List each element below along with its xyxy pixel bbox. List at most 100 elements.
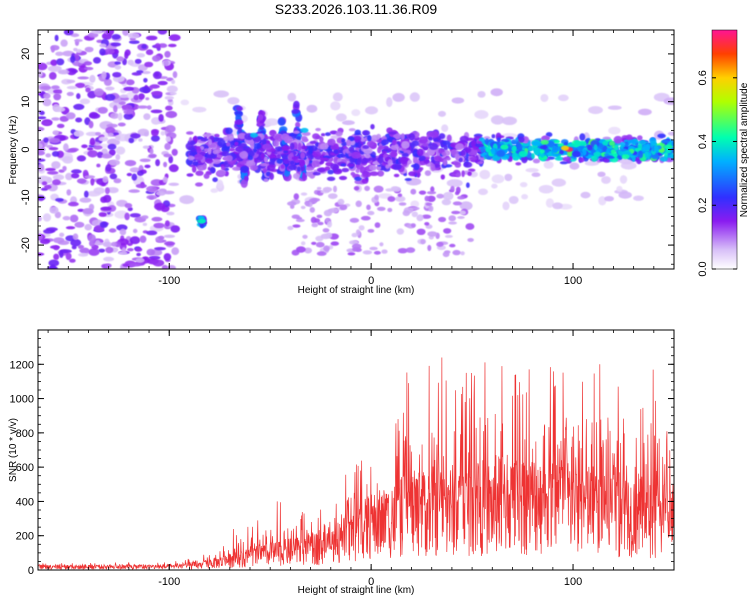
heatmap-blob: [168, 34, 181, 41]
heatmap-blob: [105, 246, 114, 254]
heatmap-blob: [587, 144, 593, 151]
heatmap-blob: [155, 43, 161, 49]
heatmap-blob: [51, 117, 60, 121]
heatmap-blob: [52, 130, 59, 135]
heatmap-blob: [38, 62, 48, 71]
heatmap-blob: [214, 133, 220, 138]
heatmap-blob: [170, 225, 180, 233]
heatmap-blob: [292, 224, 301, 228]
heatmap-blob: [248, 150, 255, 157]
heatmap-blob: [63, 30, 74, 36]
heatmap-blob: [369, 171, 379, 176]
heatmap-blob: [378, 155, 384, 164]
heatmap-blob: [601, 176, 611, 184]
heatmap-blob: [69, 258, 76, 263]
heatmap-blob: [171, 148, 178, 156]
heatmap-blob: [60, 39, 68, 47]
heatmap-blob: [287, 225, 294, 231]
heatmap-blob: [283, 158, 290, 165]
heatmap-blob: [39, 110, 45, 116]
y-tick-label: -20: [20, 237, 32, 253]
heatmap-blob: [455, 186, 461, 194]
heatmap-blob: [161, 264, 168, 269]
heatmap-blob: [130, 133, 141, 139]
heatmap-blob: [312, 151, 322, 157]
heatmap-blob: [457, 216, 465, 219]
heatmap-blob: [109, 173, 118, 180]
heatmap-blob: [332, 92, 343, 102]
heatmap-blob: [239, 150, 249, 159]
heatmap-blob: [333, 149, 339, 155]
heatmap-blob: [335, 113, 347, 122]
heatmap-blob: [619, 175, 628, 184]
heatmap-blob: [362, 130, 371, 136]
heatmap-blob: [365, 106, 378, 115]
heatmap-blob: [165, 136, 171, 143]
heatmap-blob: [124, 203, 133, 209]
heatmap-blob: [408, 171, 417, 177]
heatmap-blob: [566, 143, 576, 148]
heatmap-blob: [436, 193, 445, 199]
heatmap-blob: [124, 160, 137, 167]
heatmap-blob: [374, 222, 381, 228]
heatmap-blob: [377, 170, 385, 177]
heatmap-blob: [85, 131, 99, 137]
heatmap-blob: [588, 106, 603, 115]
heatmap-blob: [101, 153, 113, 159]
heatmap-blob: [209, 162, 214, 169]
heatmap-blob: [511, 139, 517, 145]
heatmap-blob: [240, 179, 248, 188]
heatmap-blob: [430, 163, 436, 171]
heatmap-blob: [289, 142, 295, 151]
heatmap-blob: [168, 182, 180, 186]
heatmap-blob: [133, 94, 139, 101]
heatmap-blob: [671, 139, 674, 147]
heatmap-blob: [349, 217, 360, 223]
heatmap-blob: [144, 164, 151, 169]
heatmap-blob: [200, 137, 209, 142]
heatmap-blob: [362, 250, 373, 255]
heatmap-blob: [327, 169, 334, 175]
heatmap-blob: [312, 133, 320, 140]
heatmap-blob: [424, 222, 430, 226]
heatmap-blob: [391, 158, 397, 165]
heatmap-blob: [296, 246, 306, 253]
heatmap-blob: [117, 122, 126, 127]
heatmap-blob: [633, 195, 644, 201]
heatmap-blob: [358, 225, 365, 231]
heatmap-blob: [193, 145, 198, 149]
heatmap-blob: [553, 139, 561, 144]
heatmap-blob: [57, 89, 63, 94]
heatmap-blob: [142, 145, 150, 149]
heatmap-blob: [342, 120, 355, 126]
heatmap-blob: [169, 91, 177, 96]
heatmap-blob: [351, 109, 361, 117]
heatmap-blob: [360, 158, 368, 164]
heatmap-blob: [593, 151, 602, 157]
heatmap-blob: [129, 263, 141, 267]
heatmap-blob: [65, 112, 76, 120]
heatmap-blob: [136, 252, 141, 257]
heatmap-blob: [53, 237, 65, 244]
heatmap-blob: [460, 150, 466, 156]
heatmap-blob: [269, 172, 274, 180]
heatmap-blob: [47, 65, 62, 72]
heatmap-blob: [276, 153, 282, 159]
heatmap-blob: [205, 158, 214, 164]
heatmap-blob: [427, 244, 432, 252]
heatmap-blob: [554, 156, 564, 161]
heatmap-blob: [46, 177, 53, 184]
heatmap-blob: [534, 147, 540, 156]
heatmap-blob: [40, 85, 52, 90]
heatmap-blob: [193, 153, 204, 161]
heatmap-blob: [151, 216, 163, 222]
heatmap-blob: [356, 163, 364, 170]
heatmap-blob: [263, 134, 268, 139]
heatmap-blob: [390, 144, 400, 151]
heatmap-blob: [442, 159, 448, 166]
heatmap-blob: [212, 177, 218, 183]
heatmap-blob: [386, 97, 393, 108]
heatmap-blob: [66, 85, 78, 90]
heatmap-blob: [43, 137, 49, 143]
heatmap-blob: [263, 178, 269, 182]
